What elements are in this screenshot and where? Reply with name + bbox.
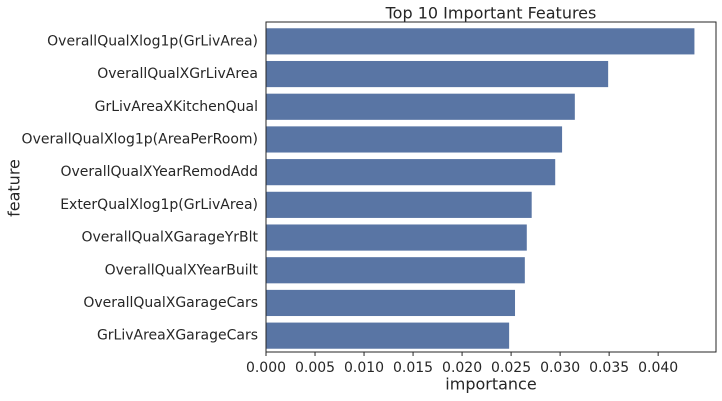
y-tick-label: OverallQualXlog1p(GrLivArea): [47, 33, 258, 49]
x-tick-label: 0.010: [344, 360, 384, 376]
x-tick-label: 0.030: [540, 360, 580, 376]
y-tick-label: GrLivAreaXKitchenQual: [95, 99, 258, 115]
x-tick-label: 0.000: [246, 360, 286, 376]
bar: [266, 60, 609, 88]
x-tick-label: 0.025: [491, 360, 531, 376]
chart-title: Top 10 Important Features: [385, 4, 597, 23]
plot-frame: [265, 21, 717, 353]
y-tick-label: OverallQualXGarageCars: [83, 295, 258, 311]
bar: [266, 224, 527, 251]
bar: [266, 93, 575, 120]
y-tick-label: OverallQualXYearRemodAdd: [60, 164, 258, 180]
x-axis-label: importance: [445, 375, 536, 394]
x-tick-label: 0.035: [589, 360, 629, 376]
y-tick-label: ExterQualXlog1p(GrLivArea): [60, 197, 258, 213]
bar: [266, 28, 695, 55]
y-axis-label: feature: [5, 159, 24, 217]
y-tick-label: OverallQualXlog1p(AreaPerRoom): [22, 131, 258, 147]
bar: [266, 322, 510, 349]
x-tick-label: 0.005: [295, 360, 335, 376]
x-tick-label: 0.040: [638, 360, 678, 376]
bar: [266, 126, 563, 153]
y-tick-label: OverallQualXGarageYrBlt: [81, 230, 258, 246]
bar: [266, 289, 516, 317]
y-tick-label: OverallQualXGrLivArea: [97, 66, 258, 82]
bar: [266, 159, 556, 186]
y-tick-label: GrLivAreaXGarageCars: [97, 328, 258, 344]
x-tick-label: 0.020: [442, 360, 482, 376]
x-tick-label: 0.015: [393, 360, 433, 376]
bar: [266, 257, 525, 284]
y-tick-label: OverallQualXYearBuilt: [105, 262, 259, 278]
bar: [266, 191, 532, 218]
